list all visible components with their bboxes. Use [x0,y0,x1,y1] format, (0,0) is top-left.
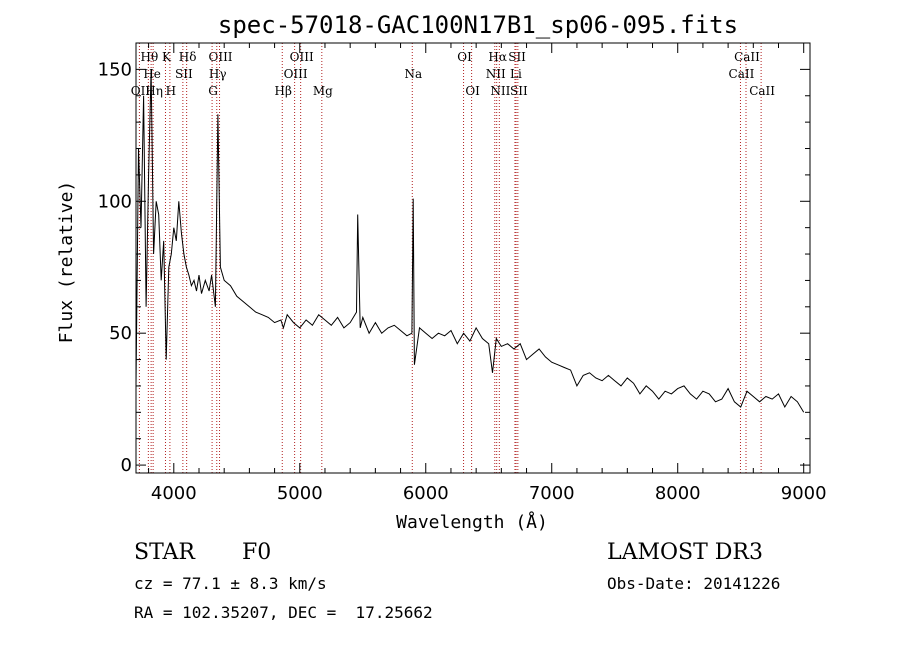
line-label-10: G [208,84,218,98]
line-label-12: OIII [290,50,314,64]
x-tick-label-7000: 7000 [529,483,575,504]
y-tick-label-150: 150 [98,59,132,80]
axis-ticks: 4000 5000 6000 7000 8000 9000 0 50 100 150 [98,43,827,504]
line-label-20: NII [486,67,506,81]
line-label-19: SII [508,50,526,64]
x-tick-label-6000: 6000 [403,483,449,504]
x-axis-label: Wavelength (Å) [396,511,548,533]
observation-date: Obs-Date: 20141226 [607,574,781,593]
line-label-4: K [162,50,172,64]
x-tick-label-8000: 8000 [655,483,701,504]
line-label-17: OI [465,84,480,98]
y-tick-label-50: 50 [109,323,132,344]
chart-title: spec-57018-GAC100N17B1_sp06-095.fits [218,11,738,39]
line-label-7: Hδ [179,50,197,64]
y-tick-label-100: 100 [98,191,132,212]
line-label-15: Na [404,67,422,81]
object-subclass: F0 [242,540,272,565]
line-label-21: Li [510,67,522,81]
line-label-18: Hα [488,50,507,64]
line-label-6: SII [175,67,193,81]
x-tick-label-5000: 5000 [277,483,323,504]
line-label-8: OIII [208,50,232,64]
line-label-24: CaII [734,50,760,64]
line-label-16: OI [457,50,472,64]
survey-name: LAMOST DR3 [607,540,763,565]
coordinates: RA = 102.35207, DEC = 17.25662 [134,603,433,622]
line-label-14: Mg [313,84,333,98]
x-tick-label-9000: 9000 [781,483,827,504]
y-tick-label-0: 0 [121,455,132,476]
line-label-26: CaII [749,84,775,98]
line-label-25: CaII [729,67,755,81]
line-label-11: Hβ [275,84,292,98]
line-label-2: He [143,67,161,81]
line-label-23: SII [510,84,528,98]
object-class: STAR [134,540,195,565]
line-label-9: Hγ [209,67,227,81]
y-axis-label: Flux (relative) [56,181,77,344]
plot-frame [135,42,811,474]
line-label-3: Hη [145,84,163,98]
line-label-22: NII [490,84,510,98]
spectrum-series [135,69,805,413]
line-label-5: H [166,84,176,98]
line-label-0: Hθ [140,50,158,64]
redshift-cz: cz = 77.1 ± 8.3 km/s [134,574,327,593]
spectrum-chart: spec-57018-GAC100N17B1_sp06-095.fits Hθ O… [56,11,827,533]
series-line-flux [135,69,805,413]
line-label-13: OIII [284,67,308,81]
x-tick-label-4000: 4000 [151,483,197,504]
